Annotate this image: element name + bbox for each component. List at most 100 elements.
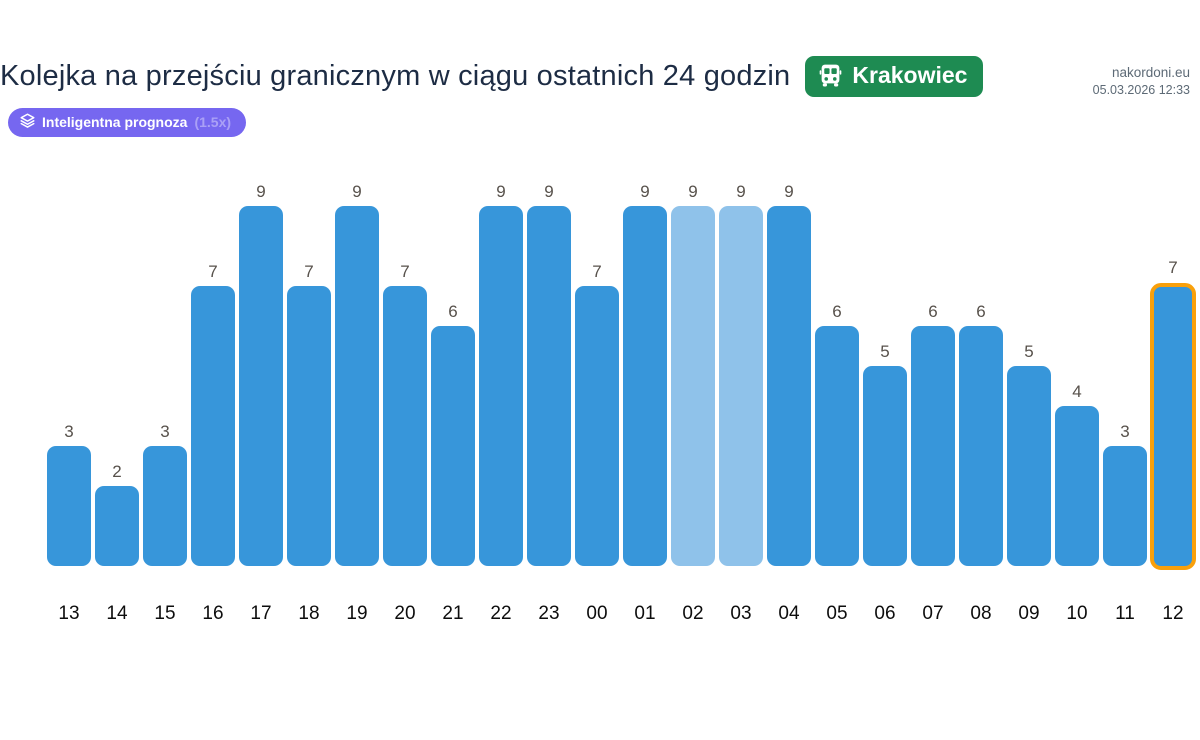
site-name: nakordoni.eu (1111, 65, 1190, 80)
x-axis-label: 14 (106, 603, 128, 624)
bar-zone: 7 (1149, 174, 1197, 570)
x-axis-label: 15 (154, 603, 176, 624)
bar-value-label: 6 (928, 301, 938, 321)
x-axis-label: 17 (250, 603, 272, 624)
bar-zone: 9 (237, 174, 285, 566)
queue-bar-13[interactable] (47, 446, 91, 566)
queue-bar-06[interactable] (863, 366, 907, 566)
queue-bar-19[interactable] (335, 206, 379, 566)
queue-bar-chart: 3 13 2 14 3 15 7 16 9 17 7 18 9 19 7 20 6 21 9 22 9 23 7 00 9 01 9… (45, 174, 1200, 626)
bar-value-label: 7 (1168, 258, 1178, 278)
chart-column: 7 16 (189, 174, 237, 626)
chart-column: 3 11 (1101, 174, 1149, 626)
bar-zone: 5 (861, 174, 909, 566)
bar-zone: 7 (285, 174, 333, 566)
queue-bar-02[interactable] (671, 206, 715, 566)
x-axis-label: 10 (1066, 603, 1088, 624)
chart-column: 6 08 (957, 174, 1005, 626)
x-axis-label: 18 (298, 603, 320, 624)
chart-column: 7 00 (573, 174, 621, 626)
chart-column: 9 23 (525, 174, 573, 626)
bar-zone: 3 (141, 174, 189, 566)
bar-zone: 9 (621, 174, 669, 566)
queue-bar-23[interactable] (527, 206, 571, 566)
chart-column: 9 19 (333, 174, 381, 626)
bar-zone: 4 (1053, 174, 1101, 566)
chart-column: 7 12 (1149, 174, 1197, 626)
bar-value-label: 9 (544, 181, 554, 201)
bar-value-label: 3 (160, 421, 170, 441)
x-axis-label: 02 (682, 603, 704, 624)
x-axis-label: 11 (1115, 603, 1135, 624)
bar-value-label: 9 (352, 181, 362, 201)
queue-bar-20[interactable] (383, 286, 427, 566)
queue-bar-16[interactable] (191, 286, 235, 566)
bar-zone: 9 (717, 174, 765, 566)
bar-zone: 7 (189, 174, 237, 566)
page-title: Kolejka na przejściu granicznym w ciągu … (0, 60, 791, 92)
chart-column: 7 18 (285, 174, 333, 626)
bar-zone: 3 (45, 174, 93, 566)
bar-value-label: 6 (448, 301, 458, 321)
queue-bar-08[interactable] (959, 326, 1003, 566)
queue-bar-09[interactable] (1007, 366, 1051, 566)
bar-value-label: 9 (736, 181, 746, 201)
queue-bar-04[interactable] (767, 206, 811, 566)
bar-zone: 9 (333, 174, 381, 566)
chart-column: 3 13 (45, 174, 93, 626)
bar-zone: 9 (477, 174, 525, 566)
bus-icon (818, 63, 843, 88)
layers-icon (20, 113, 35, 131)
queue-bar-17[interactable] (239, 206, 283, 566)
chart-column: 9 03 (717, 174, 765, 626)
queue-bar-18[interactable] (287, 286, 331, 566)
x-axis-label: 20 (394, 603, 416, 624)
x-axis-label: 16 (202, 603, 224, 624)
bar-value-label: 5 (880, 341, 890, 361)
bar-value-label: 7 (208, 261, 218, 281)
bar-zone: 9 (525, 174, 573, 566)
queue-bar-12[interactable] (1150, 282, 1196, 570)
queue-bar-15[interactable] (143, 446, 187, 566)
bar-value-label: 5 (1024, 341, 1034, 361)
x-axis-label: 01 (634, 603, 656, 624)
queue-bar-22[interactable] (479, 206, 523, 566)
queue-bar-21[interactable] (431, 326, 475, 566)
queue-bar-05[interactable] (815, 326, 859, 566)
bar-value-label: 9 (496, 181, 506, 201)
x-axis-label: 21 (442, 603, 464, 624)
queue-bar-03[interactable] (719, 206, 763, 566)
bar-zone: 9 (765, 174, 813, 566)
chart-column: 6 07 (909, 174, 957, 626)
forecast-badge[interactable]: Inteligentna prognoza (1.5x) (8, 108, 247, 137)
bar-zone: 7 (573, 174, 621, 566)
bar-zone: 5 (1005, 174, 1053, 566)
queue-bar-01[interactable] (623, 206, 667, 566)
chart-column: 9 22 (477, 174, 525, 626)
chart-column: 9 02 (669, 174, 717, 626)
x-axis-label: 07 (922, 603, 944, 624)
bar-value-label: 2 (112, 461, 122, 481)
bar-value-label: 9 (688, 181, 698, 201)
crossing-badge[interactable]: Krakowiec (805, 56, 984, 97)
queue-bar-00[interactable] (575, 286, 619, 566)
bar-zone: 6 (429, 174, 477, 566)
queue-bar-10[interactable] (1055, 406, 1099, 566)
chart-column: 9 17 (237, 174, 285, 626)
queue-bar-11[interactable] (1103, 446, 1147, 566)
bar-value-label: 3 (64, 421, 74, 441)
x-axis-label: 05 (826, 603, 848, 624)
chart-column: 5 09 (1005, 174, 1053, 626)
x-axis-label: 13 (58, 603, 80, 624)
chart-column: 3 15 (141, 174, 189, 626)
chart-column: 6 21 (429, 174, 477, 626)
bar-zone: 6 (957, 174, 1005, 566)
site-info: nakordoni.eu 05.03.2026 12:33 (1093, 65, 1190, 97)
queue-bar-07[interactable] (911, 326, 955, 566)
bar-value-label: 9 (256, 181, 266, 201)
queue-bar-14[interactable] (95, 486, 139, 566)
bar-value-label: 6 (976, 301, 986, 321)
timestamp: 05.03.2026 12:33 (1092, 83, 1190, 97)
x-axis-label: 23 (538, 603, 560, 624)
chart-column: 7 20 (381, 174, 429, 626)
